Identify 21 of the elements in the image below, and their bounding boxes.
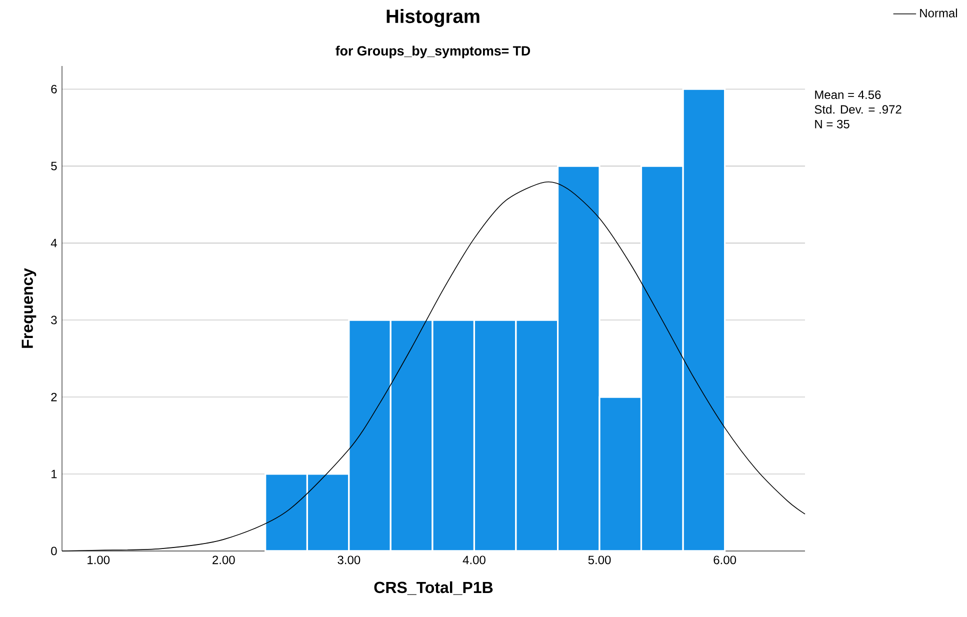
- y-tick-label: 5: [51, 162, 57, 170]
- text: Std. Dev. = .972: [814, 104, 902, 114]
- y-tick-label: 0: [51, 546, 57, 556]
- y-tick-label: 1: [52, 470, 57, 478]
- text: Mean = 4.56: [815, 90, 881, 100]
- legend-label: Normal: [920, 8, 957, 18]
- x-tick-label: 6.00: [714, 556, 736, 564]
- x-tick-label: 5.00: [588, 556, 611, 564]
- x-tick-label: 2.00: [212, 556, 235, 564]
- y-tick-label: 6: [51, 84, 57, 94]
- x-tick-label: 1.00: [88, 556, 110, 564]
- y-axis-title: Frequency: [22, 268, 36, 348]
- x-tick-label: 3.00: [338, 556, 360, 564]
- y-tick-label: 3: [51, 316, 57, 324]
- chart-title: Histogram: [386, 9, 480, 27]
- text: N = 35: [815, 120, 850, 128]
- chart-subtitle: for Groups_by_symptoms= TD: [336, 46, 530, 58]
- x-tick-label: 4.00: [462, 556, 486, 564]
- y-tick-label: 4: [50, 238, 57, 248]
- x-axis-title: CRS_Total_P1B: [374, 581, 493, 595]
- y-tick-label: 2: [51, 392, 57, 402]
